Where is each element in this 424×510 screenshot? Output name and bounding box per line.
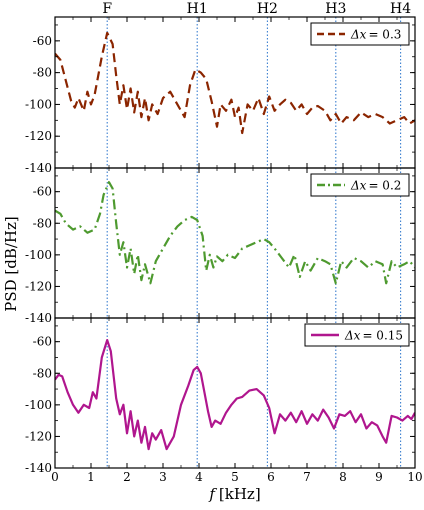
panel-1: Δx = 0.3 -60 -80 -100 -120 -140 [25,16,416,175]
y-tick-label: -120 [25,129,52,143]
harmonic-label-h2: H2 [257,1,278,17]
harmonic-label-h3: H3 [325,1,346,17]
harmonic-labels: F H1 H2 H3 H4 [102,1,411,17]
legend-symbol: Δx [344,329,361,343]
x-tick-label: 5 [231,470,239,484]
x-tick-label: 1 [87,470,95,484]
y-axis-title: PSD [dB/Hz] [2,216,20,312]
legend-label: Δx = 0.15 [344,329,403,343]
x-axis-unit: [kHz] [219,485,261,503]
y-tick-label: -140 [25,311,52,325]
x-tick-label: 3 [159,470,167,484]
x-tick-label: 8 [339,470,347,484]
legend-value: = 0.3 [368,28,401,42]
x-tick-label: 0 [51,470,59,484]
y-tick-label: -140 [25,461,52,475]
y-tick-label: -100 [25,248,52,262]
legend-value: = 0.15 [362,329,403,343]
x-tick-label: 9 [375,470,383,484]
y-tick-label: -120 [25,429,52,443]
panel-3: Δx = 0.15 -60 -80 -100 -120 -140 [25,317,416,475]
series-line [55,31,415,135]
series-line [55,181,415,285]
y-tick-label: -60 [33,335,52,349]
y-tick-label: -80 [33,216,52,230]
x-axis-title: f [kHz] [208,485,260,503]
y-tick-label: -140 [25,161,52,175]
legend-symbol: Δx [350,179,367,193]
x-tick-label: 4 [195,470,203,484]
harmonic-label-h4: H4 [390,1,411,17]
x-axis-symbol: f [208,485,217,503]
x-tick-label: 10 [407,470,422,484]
legend-box [310,22,410,46]
legend: Δx = 0.15 [304,323,410,347]
y-tick-label: -60 [33,34,52,48]
x-axis-ticks: 0 1 2 3 4 5 6 7 8 9 10 [51,470,422,484]
harmonic-label-f: F [102,1,112,17]
y-tick-label: -80 [33,366,52,380]
series-line [55,339,415,451]
y-tick-label: -80 [33,66,52,80]
y-tick-label: -120 [25,279,52,293]
legend-value: = 0.2 [368,179,401,193]
panel-2: Δx = 0.2 -60 -80 -100 -120 -140 [25,167,416,325]
harmonic-label-h1: H1 [187,1,208,17]
x-tick-label: 6 [267,470,275,484]
legend: Δx = 0.2 [310,173,410,197]
legend: Δx = 0.3 [310,22,410,46]
legend-box [310,173,410,197]
y-tick-label: -100 [25,97,52,111]
x-tick-label: 7 [303,470,311,484]
legend-label: Δx = 0.2 [350,179,401,193]
legend-label: Δx = 0.3 [350,28,401,42]
x-tick-label: 2 [123,470,131,484]
legend-box [304,323,410,347]
y-tick-label: -100 [25,398,52,412]
y-tick-label: -60 [33,185,52,199]
legend-symbol: Δx [350,28,367,42]
